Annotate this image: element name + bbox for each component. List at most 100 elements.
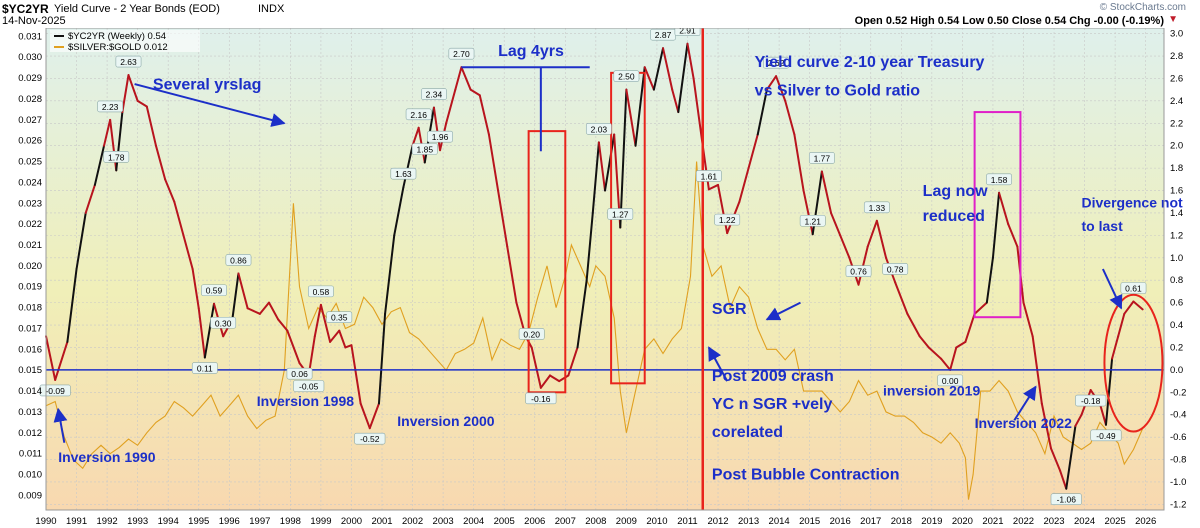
y-right-tick-label: -0.8 — [1170, 455, 1186, 466]
series-yield-curve-segment — [747, 133, 759, 170]
y-left-tick-label: 0.025 — [18, 157, 42, 168]
y-left-tick-label: 0.010 — [18, 470, 42, 481]
data-label-box — [427, 130, 453, 143]
data-label-box — [613, 70, 640, 82]
description: Yield Curve - 2 Year Bonds (EOD) — [54, 3, 220, 15]
x-tick-label: 2021 — [982, 516, 1003, 527]
series-yield-curve-segment — [1098, 402, 1107, 426]
series-yield-curve-segment — [54, 340, 69, 381]
data-label-box — [326, 311, 353, 323]
plot-background — [46, 28, 1164, 510]
highlight-box-2006 — [527, 130, 567, 394]
x-tick-label: 2018 — [891, 516, 912, 527]
x-tick-label: 1997 — [249, 516, 270, 527]
x-tick-label: 2005 — [494, 516, 515, 527]
x-tick-label: 1990 — [35, 516, 56, 527]
series-yield-curve-segment — [478, 94, 490, 136]
series-yield-curve-segment — [487, 133, 500, 192]
y-right-tick-label: -1.2 — [1170, 499, 1186, 510]
x-tick-label: 2012 — [707, 516, 728, 527]
series-yield-curve-segment — [445, 88, 457, 125]
series-yield-curve-segment — [173, 200, 185, 237]
data-label-box — [390, 167, 417, 180]
annotation-text: Lag now — [923, 183, 988, 200]
series-yield-curve-segment — [286, 329, 301, 365]
data-label: 1.61 — [701, 171, 718, 181]
data-label: -0.18 — [1081, 396, 1101, 406]
y-left-tick-label: 0.029 — [18, 73, 42, 84]
series-yield-curve-segment — [839, 234, 851, 259]
series-yield-curve-segment — [93, 144, 106, 186]
data-label-box — [937, 374, 964, 387]
arrow-sgr — [765, 301, 801, 321]
series-yield-curve-segment — [998, 191, 1010, 226]
data-label: 0.35 — [331, 313, 348, 323]
series-yield-curve-segment — [231, 272, 240, 321]
y-right-tick-label: 2.0 — [1170, 141, 1183, 152]
x-tick-label: 1999 — [310, 516, 331, 527]
series-yield-curve-segment — [377, 312, 387, 405]
series-yield-curve-segment — [384, 234, 396, 315]
x-tick-label: 2007 — [555, 516, 576, 527]
y-right-tick-label: 0.0 — [1170, 365, 1183, 376]
series-yield-curve-segment — [136, 99, 148, 108]
y-right-tick-label: 1.4 — [1170, 208, 1183, 219]
x-tick-label: 2017 — [860, 516, 881, 527]
data-label: 0.76 — [850, 267, 867, 277]
series-yield-curve-segment — [1132, 300, 1144, 311]
series-yield-curve-segment — [567, 346, 579, 377]
series-yield-curve-segment — [432, 106, 442, 152]
symbol: $YC2YR — [2, 2, 49, 16]
y-right-tick-label: 2.4 — [1170, 96, 1183, 107]
data-label-box — [39, 384, 71, 397]
series-yield-curve-segment — [313, 303, 322, 338]
data-label-box — [585, 123, 612, 135]
annotation-text: Inversion 1990 — [58, 449, 155, 465]
x-tick-label: 2000 — [341, 516, 362, 527]
series-yield-curve-segment — [558, 374, 570, 383]
x-tick-label: 2023 — [1043, 516, 1064, 527]
arrow-divergence — [1102, 268, 1123, 310]
series-yield-curve-segment — [539, 374, 552, 389]
series-yield-curve-segment — [802, 189, 814, 236]
data-label: 0.58 — [313, 287, 330, 297]
series-yield-curve-segment — [991, 191, 1001, 259]
series-yield-curve-segment — [66, 268, 78, 343]
data-label: -0.16 — [531, 394, 551, 404]
y-right-tick-label: 1.0 — [1170, 253, 1183, 264]
data-label: 2.87 — [655, 30, 672, 40]
y-left-tick-label: 0.028 — [18, 94, 42, 105]
data-label-box — [103, 151, 130, 163]
y-right-tick-label: 1.2 — [1170, 230, 1183, 241]
x-tick-label: 2001 — [371, 516, 392, 527]
data-label: 0.30 — [215, 318, 232, 328]
x-tick-label: 2010 — [646, 516, 667, 527]
series-yield-curve-segment — [393, 186, 405, 237]
data-label: 0.11 — [197, 364, 213, 374]
x-tick-label: 1992 — [97, 516, 118, 527]
data-label-box — [201, 284, 227, 297]
series-yield-curve-segment — [591, 141, 600, 214]
annotation-text: Inversion 2022 — [975, 415, 1072, 431]
x-tick-label: 1998 — [280, 516, 301, 527]
arrow-inversion-1990 — [53, 407, 68, 443]
series-yield-curve-segment — [875, 219, 888, 259]
x-tick-label: 1994 — [158, 516, 179, 527]
data-label-box — [405, 108, 432, 121]
series-yield-curve-segment — [1022, 301, 1034, 338]
data-label: -0.52 — [360, 434, 380, 444]
series-yield-curve-segment — [585, 211, 594, 282]
data-label: 2.34 — [426, 90, 443, 100]
y-left-tick-label: 0.012 — [18, 428, 42, 439]
y-left-tick-label: 0.013 — [18, 407, 42, 418]
data-label-box — [607, 208, 634, 220]
annotation-text: Divergence not — [1082, 194, 1183, 210]
data-label: -1.06 — [1057, 495, 1077, 505]
exchange: INDX — [258, 3, 285, 15]
x-tick-label: 2003 — [433, 516, 454, 527]
series-yield-curve-segment — [662, 47, 674, 91]
arrow-several-yrs-lag — [134, 83, 286, 127]
data-label-box — [225, 254, 252, 266]
series-yield-curve-segment — [775, 75, 787, 102]
